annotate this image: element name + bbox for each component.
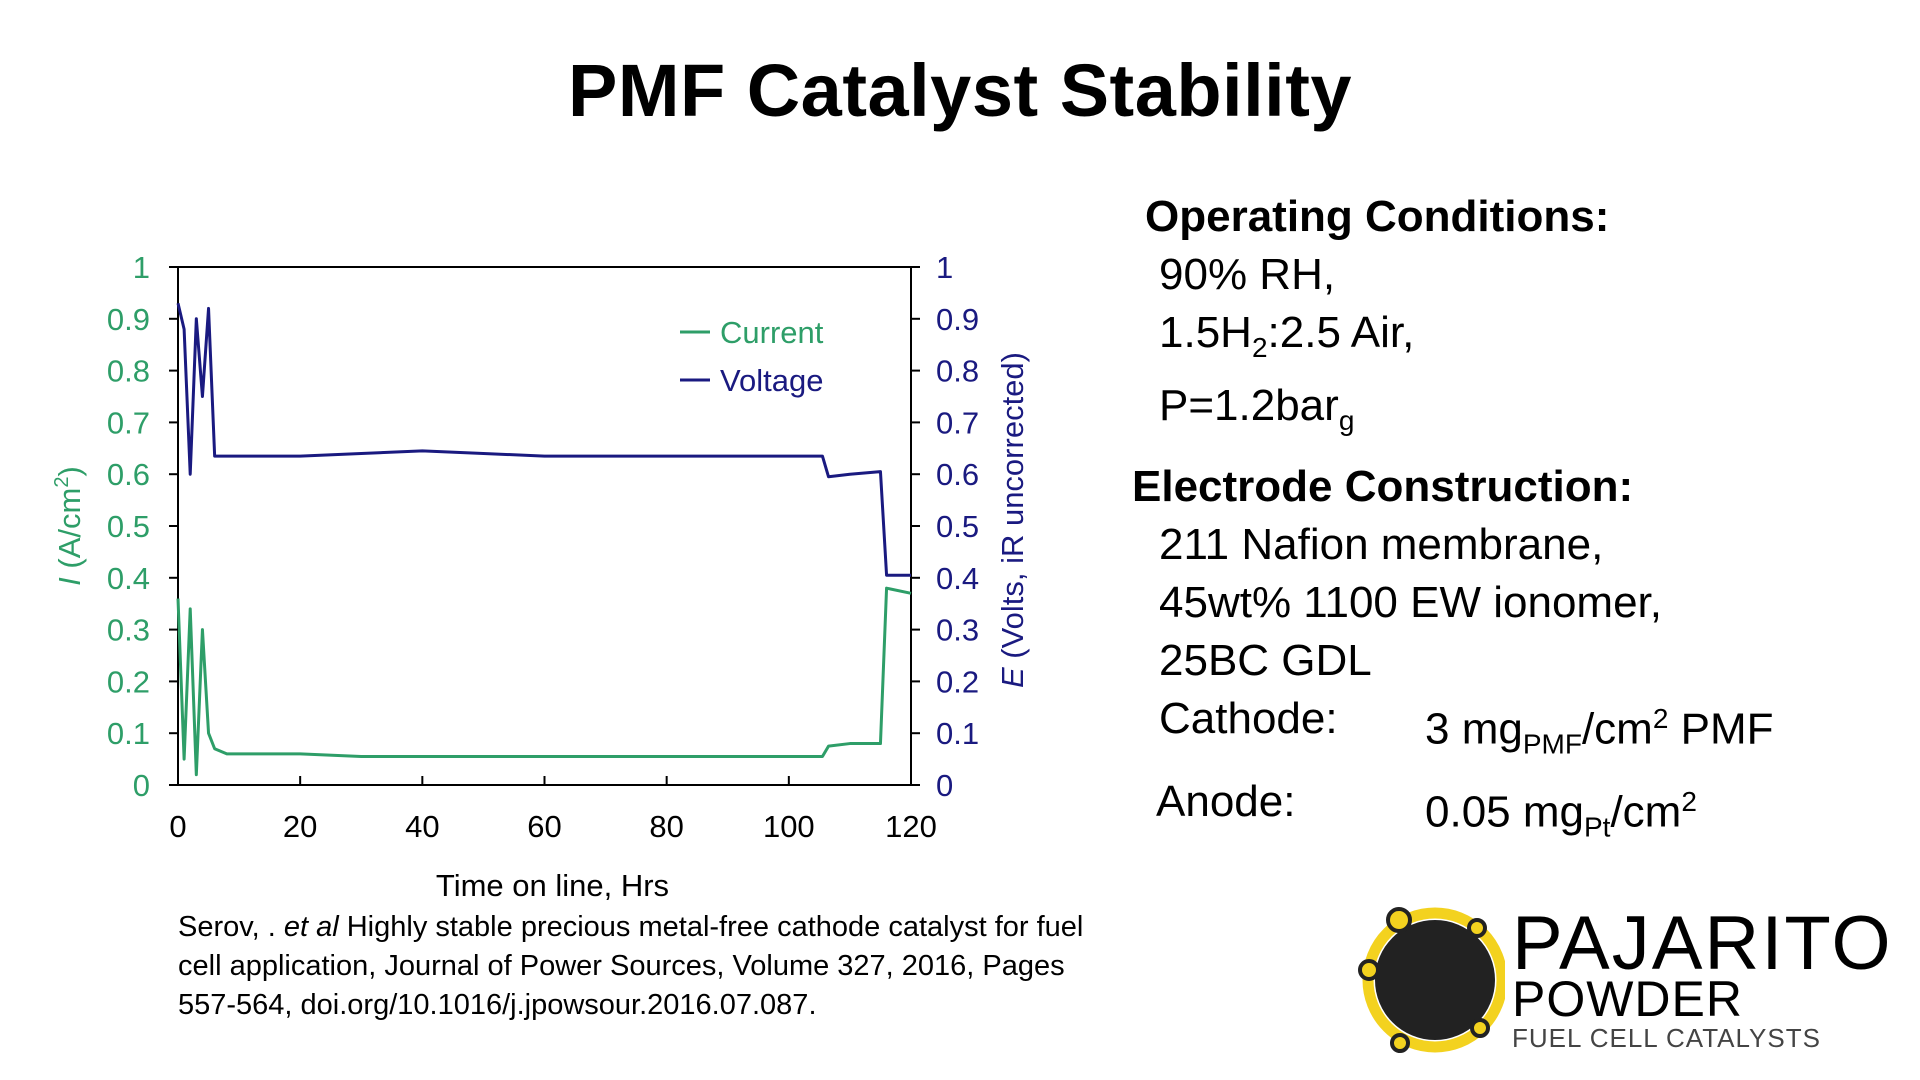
logo-mark — [1358, 907, 1505, 1053]
logo-tagline: FUEL CELL CATALYSTS — [1512, 1023, 1821, 1053]
y-right-tick-label: 0.7 — [936, 405, 979, 440]
operating-conditions: Operating Conditions: 90% RH, 1.5H2:2.5 … — [1145, 188, 1609, 450]
logo-dot — [1386, 907, 1412, 933]
anode-value: 0.05 mgPt/cm2 — [1425, 786, 1697, 843]
y-left-tick-label: 1 — [133, 250, 150, 285]
citation-text: Highly stable precious metal-free cathod… — [178, 911, 1084, 1021]
y-right-tick-label: 0.9 — [936, 302, 979, 337]
logo-dot — [1390, 1033, 1410, 1053]
citation-author: Serov, . — [178, 911, 284, 943]
pressure-value: P=1.2barg — [1159, 380, 1355, 436]
legend-label: Current — [720, 315, 824, 350]
membrane-value: 211 Nafion membrane, — [1159, 520, 1604, 569]
legend-label: Voltage — [720, 363, 823, 398]
x-tick-label: 60 — [527, 809, 561, 844]
y-right-axis-title: E (Volts, iR uncorrected) — [995, 352, 1030, 688]
y-right-tick-label: 0.5 — [936, 509, 979, 544]
ionomer-value: 45wt% 1100 EW ionomer, — [1159, 578, 1662, 627]
y-right-tick-label: 0.1 — [936, 716, 979, 751]
y-left-tick-label: 0 — [133, 768, 150, 803]
y-left-tick-label: 0.4 — [107, 561, 150, 596]
y-left-axis-var: I — [52, 569, 87, 586]
x-axis-title: Time on line, Hrs — [436, 868, 669, 900]
gas-ratio: 1.5H2:2.5 Air, — [1159, 308, 1415, 363]
electrode-construction-header: Electrode Construction: — [1132, 462, 1634, 511]
y-right-tick-label: 1 — [936, 250, 953, 285]
y-left-tick-label: 0.5 — [107, 509, 150, 544]
x-tick-label: 0 — [169, 809, 186, 844]
voltage-line — [176, 302, 911, 577]
company-logo: PAJARITO POWDER FUEL CELL CATALYSTS — [1355, 900, 1891, 1080]
current-line — [176, 586, 912, 777]
humidity-value: 90% RH, — [1159, 250, 1336, 299]
y-left-axis-close: ) — [52, 466, 87, 476]
y-left-axis-title: I (A/cm2) — [51, 466, 87, 586]
y-left-tick-label: 0.3 — [107, 613, 150, 648]
anode-loading: Anode: 0.05 mgPt/cm2 — [1156, 773, 1774, 856]
cathode-loading: Cathode: 3 mgPMF/cm2 PMF — [1159, 690, 1774, 773]
y-left-tick-label: 0.1 — [107, 716, 150, 751]
y-right-tick-label: 0.3 — [936, 613, 979, 648]
x-tick-label: 120 — [885, 809, 937, 844]
y-left-axis-exp: 2 — [51, 477, 73, 488]
y-right-tick-label: 0.4 — [936, 561, 979, 596]
logo-name-line2: POWDER — [1512, 971, 1743, 1027]
cathode-value: 3 mgPMF/cm2 PMF — [1425, 703, 1774, 760]
slide-title: PMF Catalyst Stability — [567, 49, 1353, 132]
y-right-tick-label: 0.2 — [936, 664, 979, 699]
logo-name-line1: PAJARITO — [1512, 901, 1893, 986]
citation-etal: et al — [283, 911, 339, 943]
y-left-tick-label: 0.7 — [107, 405, 150, 440]
y-right-axis-var: E — [995, 659, 1030, 688]
citation: Serov, . et al Highly stable precious me… — [178, 908, 1108, 1025]
y-right-axis-rest: (Volts, iR uncorrected) — [995, 352, 1030, 659]
logo-dot — [1467, 918, 1487, 938]
x-tick-label: 20 — [283, 809, 317, 844]
x-tick-label: 40 — [405, 809, 439, 844]
x-tick-label: 80 — [649, 809, 683, 844]
y-left-tick-label: 0.9 — [107, 302, 150, 337]
y-left-tick-label: 0.8 — [107, 354, 150, 389]
x-tick-label: 100 — [763, 809, 815, 844]
logo-dot — [1358, 959, 1380, 981]
y-left-tick-label: 0.6 — [107, 457, 150, 492]
operating-conditions-header: Operating Conditions: — [1145, 192, 1610, 241]
y-left-axis-unit: (A/cm — [52, 488, 87, 569]
electrode-construction: Electrode Construction: 211 Nafion membr… — [1132, 458, 1774, 857]
logo-core — [1375, 920, 1495, 1040]
cathode-label: Cathode: — [1159, 694, 1338, 743]
y-right-tick-label: 0 — [936, 768, 953, 803]
logo-dot — [1470, 1018, 1490, 1038]
anode-label: Anode: — [1156, 777, 1296, 827]
y-right-tick-label: 0.8 — [936, 354, 979, 389]
y-right-tick-label: 0.6 — [936, 457, 979, 492]
y-left-tick-label: 0.2 — [107, 664, 150, 699]
gdl-value: 25BC GDL — [1159, 636, 1372, 685]
